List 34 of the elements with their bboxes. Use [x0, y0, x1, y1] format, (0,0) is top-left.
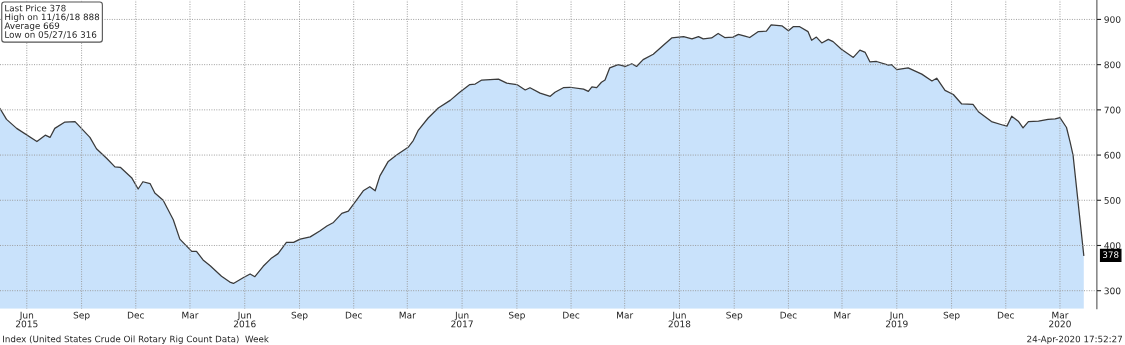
annotation: 378 [1103, 251, 1119, 258]
y-tick-label: 500 [1104, 197, 1121, 204]
x-tick-label: Mar [834, 311, 851, 319]
y-tick-label: 700 [1104, 106, 1121, 114]
x-tick-label: Jun 2017 [451, 311, 473, 328]
x-tick-label: Dec [997, 311, 1014, 319]
x-tick-label: Dec [563, 311, 580, 319]
y-tick-label: 400 [1104, 242, 1121, 250]
x-tick-label: Dec [780, 311, 797, 319]
x-tick-label: Sep [726, 311, 743, 321]
x-tick-label: Dec [345, 311, 362, 319]
x-tick-label: Sep [291, 311, 308, 321]
y-tick-label: 800 [1104, 61, 1121, 69]
x-tick-label: Sep [943, 311, 960, 321]
y-tick-label: 600 [1104, 151, 1121, 159]
x-tick-label: Mar [617, 311, 634, 319]
x-tick-label: Mar [182, 311, 199, 319]
x-tick-label: Sep [73, 311, 90, 321]
annotation: Last Price 378 [5, 4, 66, 12]
x-tick-label: Jun 2015 [15, 311, 38, 328]
y-tick-label: 300 [1104, 287, 1121, 295]
x-tick-label: Sep [508, 311, 525, 321]
x-tick-label: Jun 2016 [233, 311, 256, 328]
x-tick-label: Mar 2020 [1049, 311, 1071, 328]
x-tick-label: Jun 2018 [668, 311, 691, 328]
annotation: High on 11/16/18 888 [5, 13, 100, 22]
annotation: Low on 05/27/16 316 [5, 31, 97, 39]
y-tick-label: 900 [1104, 16, 1121, 23]
x-tick-label: Jun 2019 [885, 311, 908, 328]
text: 24-Apr-2020 17:52:27 [1027, 335, 1122, 344]
x-tick-label: Mar [399, 311, 416, 319]
text: Index (United States Crude Oil Rotary Rig Count Data) Week [3, 335, 269, 344]
x-tick-label: Dec [127, 311, 144, 319]
annotation: Average 669 [4, 22, 60, 31]
